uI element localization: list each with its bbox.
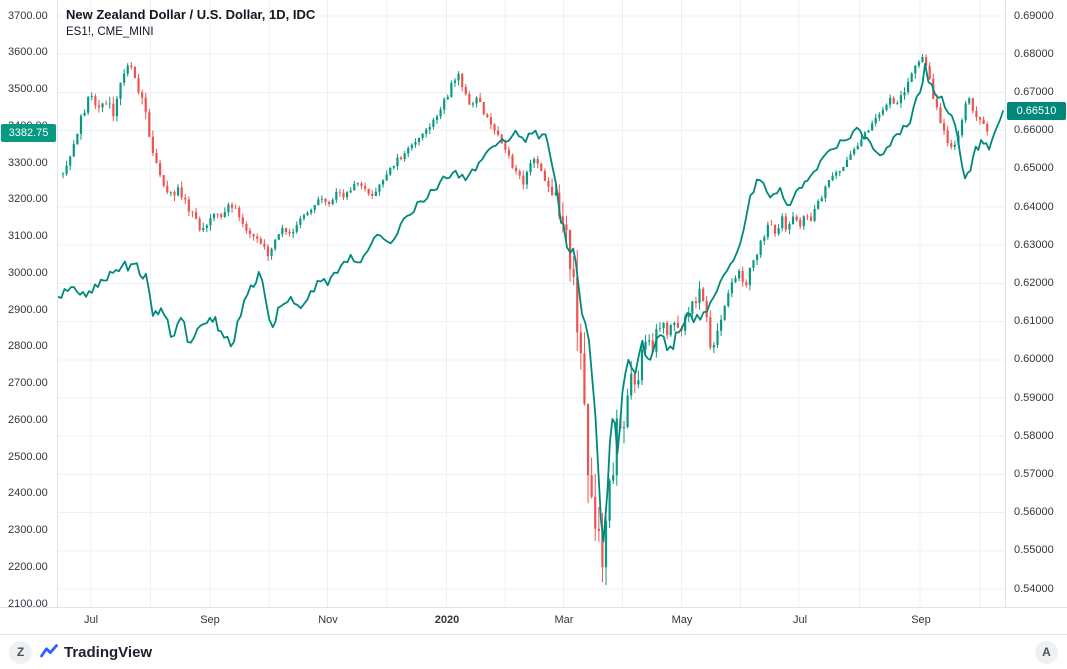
tradingview-wordmark: TradingView [64,643,153,661]
right-axis-label: 0.63000 [1014,238,1054,251]
left-price-axis[interactable]: 3382.75 3700.003600.003500.003400.003300… [0,0,58,610]
left-axis-label: 2200.00 [8,560,48,573]
left-axis-label: 3600.00 [8,46,48,59]
right-last-price-badge: 0.66510 [1007,102,1066,121]
right-axis-label: 0.59000 [1014,391,1054,404]
bottom-toolbar: Z TradingView A [0,635,1067,669]
left-axis-label: 3000.00 [8,266,48,279]
left-axis-label: 2500.00 [8,450,48,463]
price-chart-canvas [58,0,1005,607]
right-price-axis[interactable]: 0.66510 0.69000 0.68000 0.67000 0.66000 0.65… [1005,0,1067,607]
left-axis-label: 3700.00 [8,9,48,22]
right-axis-label: 0.54000 [1014,582,1054,595]
right-axis-label: 0.69000 [1014,9,1054,22]
timezone-button[interactable]: Z [9,640,32,664]
left-axis-label: 3300.00 [8,156,48,169]
symbol-legend-main[interactable]: New Zealand Dollar / U.S. Dollar, 1D, ID… [66,7,316,22]
right-axis-label: 0.68000 [1014,47,1054,60]
right-axis-label: 0.60000 [1014,353,1054,366]
left-axis-label: 2800.00 [8,340,48,353]
right-axis-label: 0.65000 [1014,162,1054,175]
time-axis-label: Nov [318,614,338,626]
chart-legend: New Zealand Dollar / U.S. Dollar, 1D, ID… [66,7,315,38]
tradingview-logo[interactable]: TradingView [40,643,152,661]
left-axis-label: 2100.00 [8,597,48,610]
left-last-price-badge: 3382.75 [1,123,56,142]
left-axis-label: 2700.00 [8,377,48,389]
time-axis-label: Sep [911,614,931,626]
chart-row: 3382.75 3700.003600.003500.003400.003300… [0,0,1067,610]
left-axis-label: 2400.00 [8,487,48,500]
right-axis-label: 0.55000 [1014,544,1054,557]
left-axis-label: 3200.00 [8,193,48,206]
autoscale-button[interactable]: A [1035,640,1058,664]
time-axis-label: 2020 [434,614,460,626]
time-axis[interactable]: Jul Sep Nov 2020 Mar May Jul Sep [0,607,1067,635]
time-axis-label: Jul [792,614,808,626]
time-axis-label: Sep [200,614,220,626]
left-axis-label: 2900.00 [8,303,48,316]
symbol-legend-compare[interactable]: ES1!, CME_MINI [66,26,154,38]
chart-plot-area[interactable]: New Zealand Dollar / U.S. Dollar, 1D, ID… [58,0,1005,607]
left-axis-label: 3500.00 [8,83,48,95]
left-axis-label: 2600.00 [8,413,48,426]
left-axis-label: 3100.00 [8,230,48,242]
left-axis-label: 2300.00 [8,524,48,536]
time-axis-label: Jul [83,614,99,626]
right-axis-label: 0.58000 [1014,429,1054,442]
right-axis-label: 0.61000 [1014,315,1054,328]
right-axis-label: 0.57000 [1014,467,1054,480]
time-axis-label: May [671,614,693,626]
right-axis-label: 0.66000 [1014,124,1054,137]
right-axis-label: 0.56000 [1014,506,1054,519]
time-axis-label: Mar [554,614,574,626]
right-axis-label: 0.62000 [1014,276,1054,289]
right-axis-label: 0.67000 [1014,85,1054,98]
right-axis-label: 0.64000 [1014,200,1054,213]
tradingview-logo-icon [40,644,58,658]
